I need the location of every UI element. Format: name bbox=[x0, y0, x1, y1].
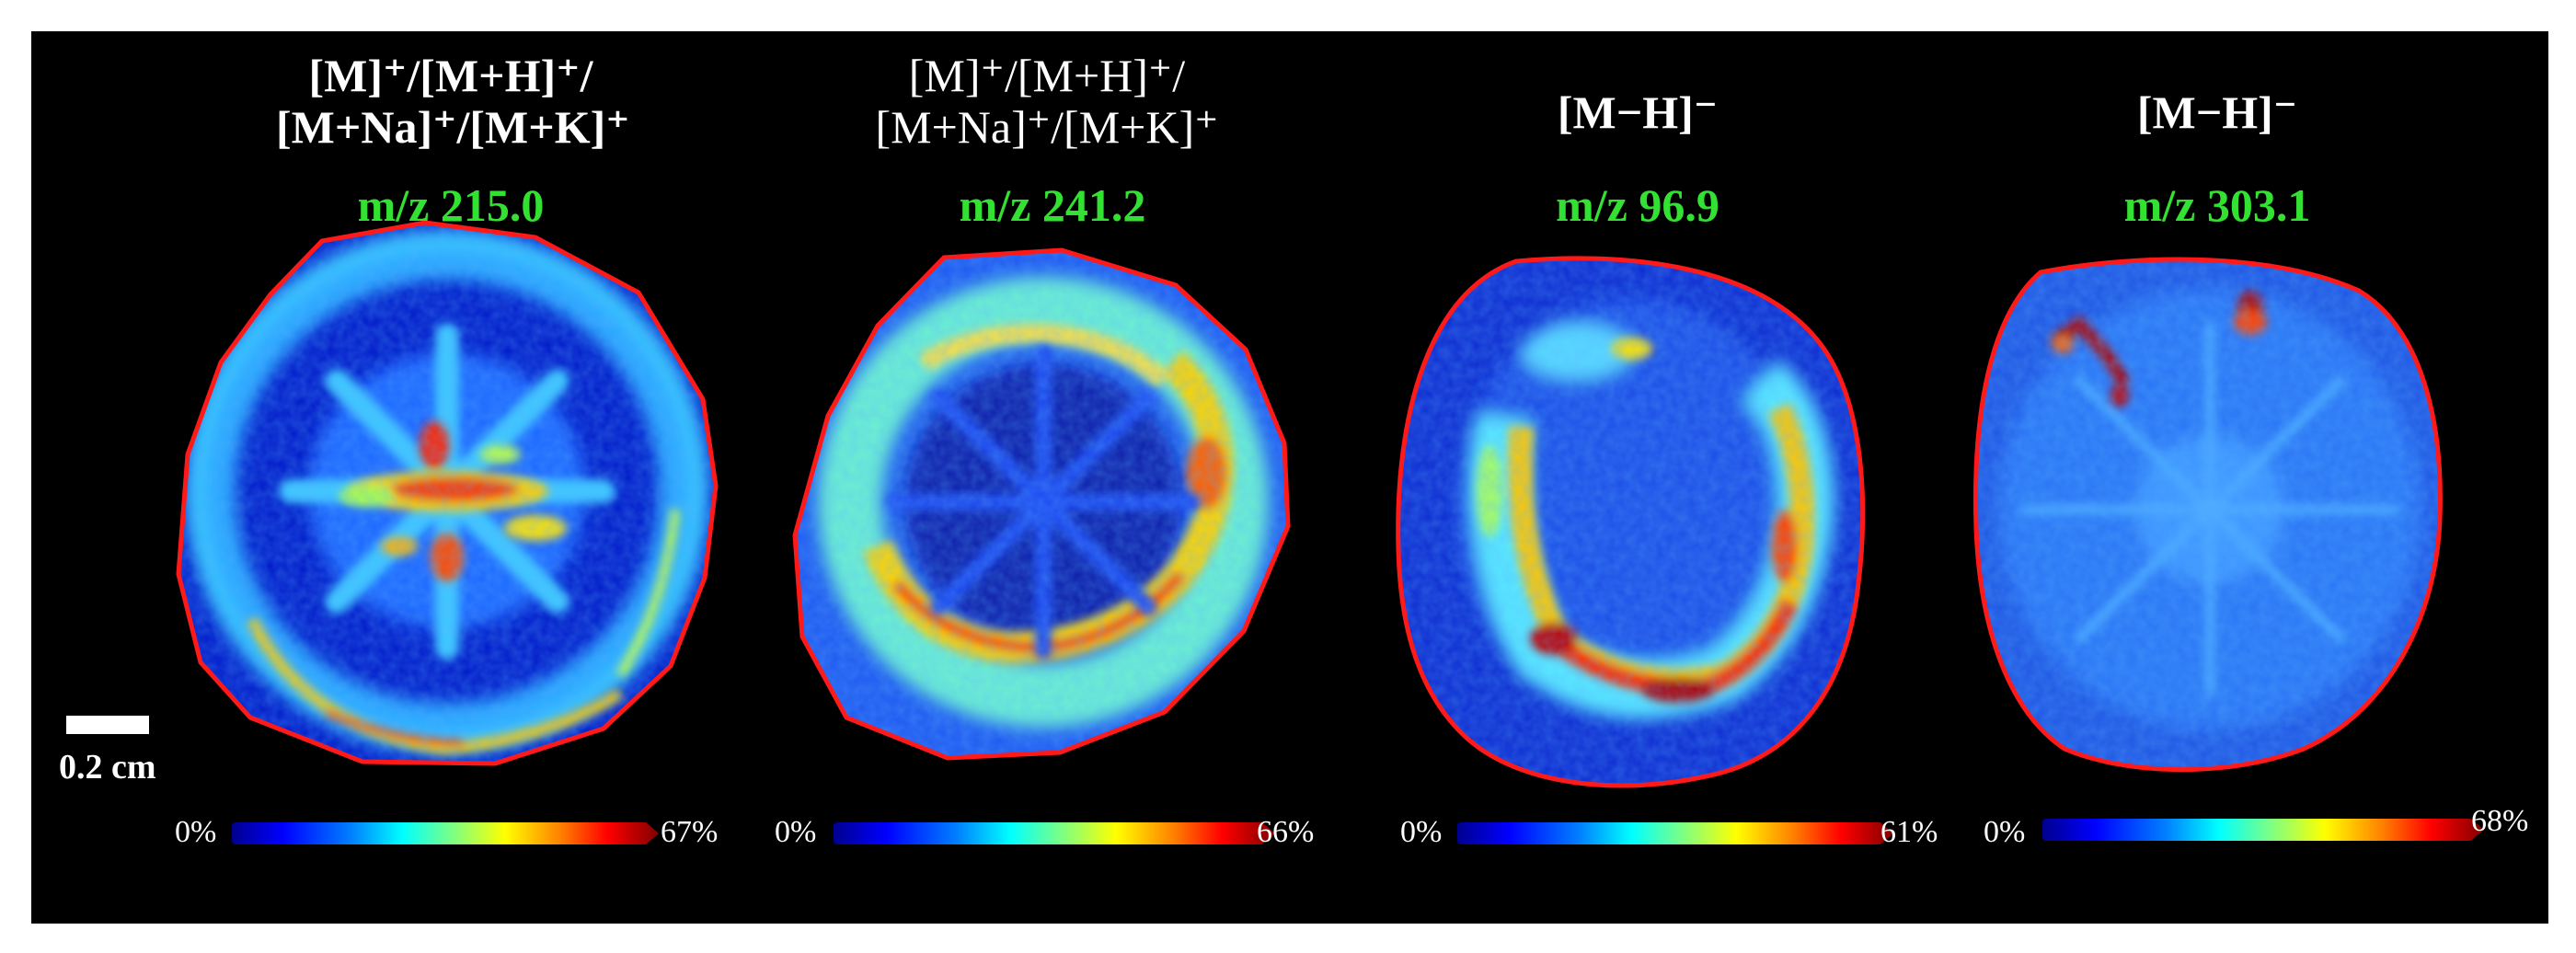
ion-image-2 bbox=[795, 250, 1288, 758]
colorbar-2 bbox=[834, 822, 1275, 844]
colorbar-min-label-1: 0% bbox=[175, 815, 217, 849]
adduct-line: [M+Na]⁺/[M+K]⁺ bbox=[276, 101, 630, 153]
ion-images bbox=[176, 220, 2443, 788]
adduct-line: [M−H]⁻ bbox=[1557, 86, 1719, 138]
scale-bar-label: 0.2 cm bbox=[59, 748, 156, 787]
adduct-label-2: [M]⁺/[M+H]⁺/ [M+Na]⁺/[M+K]⁺ bbox=[863, 50, 1231, 153]
ion-image-1 bbox=[178, 223, 716, 764]
adduct-line: [M+Na]⁺/[M+K]⁺ bbox=[875, 101, 1219, 153]
colorbar-max-label-3: 61% bbox=[1880, 815, 1938, 849]
colorbar-min-label-4: 0% bbox=[1984, 815, 2026, 849]
outline-4 bbox=[1973, 257, 2443, 773]
ion-image-3 bbox=[1397, 258, 1863, 787]
colorbar-max-label-4: 68% bbox=[2471, 804, 2529, 838]
mz-label-4: m/z 303.1 bbox=[2123, 179, 2311, 231]
image-panel: [M]⁺/[M+H]⁺/ [M+Na]⁺/[M+K]⁺ m/z 215.0 [M… bbox=[31, 31, 2548, 924]
mz-label-1: m/z 215.0 bbox=[357, 179, 545, 231]
adduct-line: [M]⁺/[M+H]⁺/ bbox=[308, 50, 593, 101]
mz-label-3: m/z 96.9 bbox=[1556, 179, 1719, 231]
outline-3 bbox=[1396, 256, 1866, 788]
ion-image-4 bbox=[1975, 259, 2441, 770]
outline-2 bbox=[792, 247, 1291, 761]
colorbar-4 bbox=[2042, 819, 2484, 841]
colorbar-min-label-2: 0% bbox=[775, 815, 817, 849]
adduct-line: [M−H]⁻ bbox=[2136, 86, 2298, 138]
colorbar-1 bbox=[232, 822, 659, 844]
adduct-label-3: [M−H]⁻ bbox=[1527, 86, 1748, 138]
colorbar-max-label-1: 67% bbox=[661, 815, 719, 849]
mz-label-2: m/z 241.2 bbox=[959, 179, 1146, 231]
adduct-label-1: [M]⁺/[M+H]⁺/ [M+Na]⁺/[M+K]⁺ bbox=[276, 50, 630, 153]
scale-bar bbox=[66, 716, 149, 734]
colorbar-min-label-3: 0% bbox=[1400, 815, 1443, 849]
adduct-line: [M]⁺/[M+H]⁺/ bbox=[908, 50, 1186, 101]
colorbar-max-label-2: 66% bbox=[1257, 815, 1315, 849]
adduct-label-4: [M−H]⁻ bbox=[2107, 86, 2328, 138]
colorbar-3 bbox=[1457, 822, 1893, 844]
outline-1 bbox=[176, 220, 719, 766]
